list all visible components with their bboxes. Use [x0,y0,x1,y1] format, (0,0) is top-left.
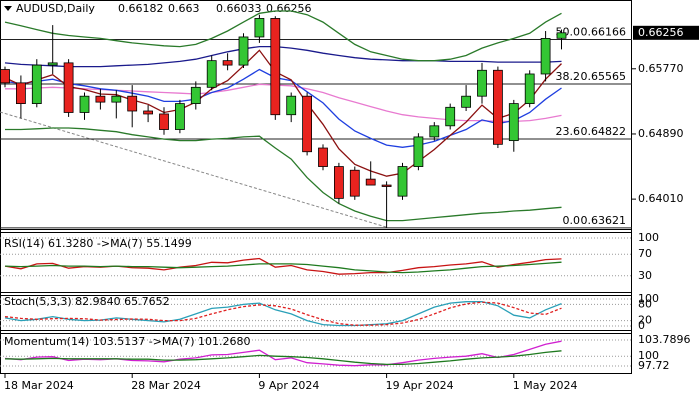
price-tag-label: 0.66256 [638,26,684,39]
y-tick-label: 100 [638,292,659,305]
candle-body [492,69,503,145]
moving-average [4,10,562,62]
candle-body [286,95,297,116]
moving-average [4,45,562,68]
y-tick-label: 30 [638,269,652,282]
candle-body [365,178,376,186]
fib-price: 0.66166 [581,25,627,38]
candle-body [508,103,519,142]
y-tick-label: 0 [638,319,645,332]
panel-title: Momentum(14) 103.5137 ->MA(7) 101.2680 [4,335,251,348]
plot-border [0,0,632,374]
candle-body [79,95,90,113]
candle-body [222,60,233,66]
dropdown-icon [4,6,12,11]
candle-body [127,95,138,112]
indicator-line [4,301,562,326]
fib-level: 23.6 [556,125,581,138]
fib-price: 0.64822 [581,125,627,138]
x-tick-label: 9 Apr 2024 [258,379,319,392]
candle-body [143,110,154,115]
candle-body [95,95,106,103]
fib-price: 0.63621 [581,214,627,227]
y-tick-label: 20 [638,314,652,327]
candle-body [445,106,456,127]
candle-body [397,166,408,197]
panel-title: RSI(14) 61.3280 ->MA(7) 55.1499 [4,237,192,250]
y-tick-label: 70 [638,247,652,260]
y-tick-label: 0.64010 [638,192,684,205]
header-low: 0.66033 [216,2,262,15]
moving-average [5,83,562,123]
price-tag [633,25,699,40]
candle-body [174,103,185,130]
header-open: 0.66182 [118,2,164,15]
candle-body [15,82,26,104]
moving-average [5,127,562,222]
header-close: 0.66256 [266,2,312,15]
chart-title: AUDUSD,Daily [16,2,95,15]
candle-body [429,125,440,138]
fib-level: 0.0 [563,214,581,227]
panel-title: Stoch(5,3,3) 82.9840 65.7652 [4,295,170,308]
candle-body [111,95,122,103]
candle-body [349,169,360,197]
candle-body [270,18,281,116]
indicator-line [4,340,562,367]
y-tick-label: 97.72 [638,359,670,372]
candle-body [238,36,249,66]
candle-body [159,113,169,130]
candle-body [461,95,472,108]
candle-body [381,184,392,187]
candle-body [47,62,58,66]
candle-body [254,18,265,38]
y-tick-label: 80 [638,297,652,310]
x-tick-label: 1 May 2024 [513,379,578,392]
moving-average [4,68,562,148]
y-tick-label: 0.64890 [638,127,684,140]
candle-body [413,136,424,167]
indicator-line [4,261,562,274]
candle-body [318,147,328,167]
fib-price: 0.65565 [581,70,627,83]
x-tick-label: 28 Mar 2024 [131,379,201,392]
candle-body [477,69,487,97]
candle-body [63,62,74,113]
x-tick-label: 18 Mar 2024 [4,379,74,392]
candle-body [524,73,535,104]
indicator-line [4,350,562,366]
moving-average [4,49,562,177]
y-tick-label: 100 [638,231,659,244]
candle-body [556,32,567,39]
candle-body [540,38,551,75]
candle-body [190,86,201,104]
header-high: 0.663 [168,2,200,15]
x-tick-label: 19 Apr 2024 [386,379,454,392]
fib-level: 38.2 [556,70,581,83]
candle-body [0,69,10,84]
candle-body [333,166,344,199]
y-tick-label: 0.65770 [638,62,684,75]
candle-body [206,60,217,88]
frame [0,0,632,374]
trend-line [0,111,387,228]
y-tick-label: 103.7896 [638,333,691,346]
candle-body [302,95,313,153]
y-tick-label: 100 [638,349,659,362]
candle-body [31,64,42,104]
